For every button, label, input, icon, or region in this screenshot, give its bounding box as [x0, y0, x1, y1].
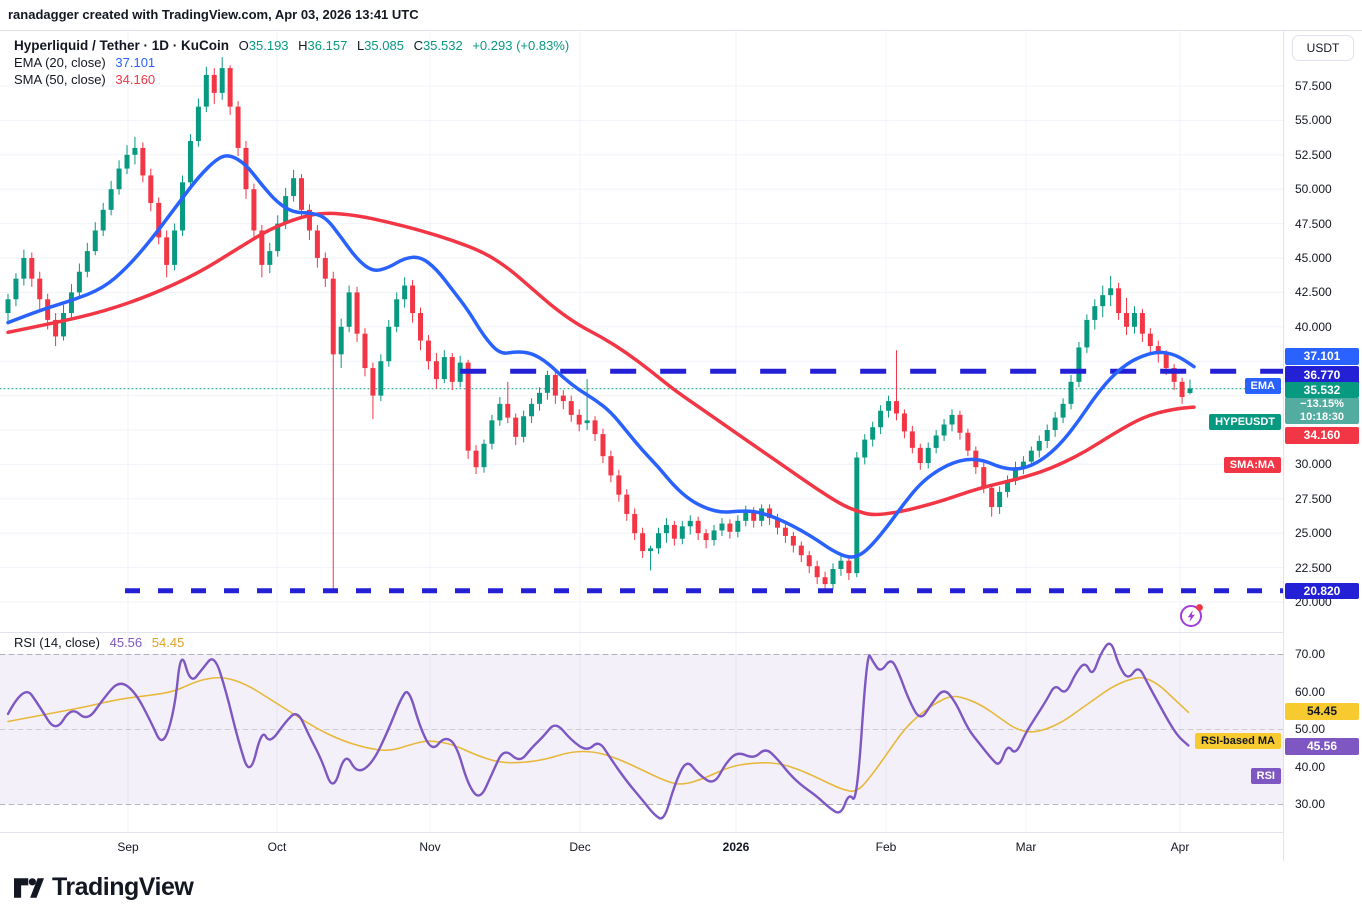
- rsi-ma-axis-label: RSI-based MA: [1195, 733, 1281, 749]
- time-tick-label: Oct: [267, 840, 287, 854]
- ema-label: EMA (20, close): [14, 55, 106, 70]
- ema-axis-label: EMA: [1244, 378, 1281, 394]
- rsi-tick-label: 60.00: [1295, 684, 1326, 699]
- price-tick-label: 57.500: [1295, 79, 1332, 93]
- ema-legend-row[interactable]: EMA (20, close) 37.101: [14, 54, 569, 71]
- low-label: L: [356, 38, 365, 53]
- rsi-value-badge: 45.56: [1285, 738, 1359, 755]
- price-tick-label: 52.500: [1295, 147, 1332, 162]
- tradingview-logo-text: TradingView: [52, 873, 194, 901]
- time-tick-label: Dec: [569, 840, 591, 854]
- time-tick-label: 2026: [722, 840, 750, 854]
- symbol-title: Hyperliquid / Tether · 1D · KuCoin: [14, 38, 230, 53]
- rsi-tick-label: 50.00: [1295, 722, 1326, 736]
- support-price-badge: 20.820: [1285, 583, 1359, 599]
- sma-price-badge: 34.160: [1285, 427, 1359, 444]
- rsi-ma-value-badge: 54.45: [1285, 703, 1359, 720]
- rsi-tick-label: 30.00: [1295, 797, 1326, 811]
- chart-widget: Hyperliquid / Tether · 1D · KuCoin O35.1…: [0, 30, 1362, 862]
- rsi-legend-row[interactable]: RSI (14, close) 45.56 54.45: [14, 635, 184, 650]
- price-tick-label: 30.000: [1295, 457, 1332, 472]
- ema-price-badge: 37.101: [1285, 348, 1359, 365]
- last-price-value: 35.532: [1303, 383, 1341, 397]
- price-tick-label: 27.500: [1295, 491, 1332, 506]
- price-tick-label: 40.000: [1295, 319, 1332, 334]
- ema-value: 37.101: [115, 55, 156, 70]
- open-value: 35.193: [248, 38, 289, 53]
- chart-canvas[interactable]: [0, 31, 1283, 861]
- price-tick-label: 22.500: [1295, 560, 1332, 575]
- sma-label: SMA (50, close): [14, 72, 106, 87]
- rsi-value: 45.56: [109, 635, 143, 650]
- rsi-tick-label: 70.00: [1295, 647, 1326, 661]
- sma-value: 34.160: [115, 72, 156, 87]
- close-value: 35.532: [422, 38, 463, 53]
- countdown-badge: 10:18:30: [1285, 411, 1359, 424]
- tradingview-logo-icon: [14, 877, 44, 898]
- change-badge: −13.15%: [1285, 398, 1359, 411]
- footer: TradingView: [0, 861, 1362, 919]
- change-value: +0.293 (+0.83%): [472, 38, 570, 53]
- price-tick-label: 50.000: [1295, 182, 1332, 197]
- time-tick-label: Feb: [875, 840, 897, 854]
- low-value: 35.085: [364, 38, 404, 53]
- currency-unit-button[interactable]: USDT: [1292, 35, 1354, 61]
- sma-legend-row[interactable]: SMA (50, close) 34.160: [14, 71, 569, 88]
- high-value: 36.157: [307, 38, 348, 53]
- chart-legend: Hyperliquid / Tether · 1D · KuCoin O35.1…: [14, 37, 569, 88]
- sma-axis-label: SMA:MA: [1223, 457, 1281, 473]
- time-tick-label: Nov: [419, 840, 441, 854]
- price-tick-label: 25.000: [1295, 526, 1332, 541]
- open-label: O: [238, 38, 249, 53]
- tradingview-logo[interactable]: TradingView: [14, 873, 194, 902]
- rsi-tick-label: 40.00: [1295, 759, 1326, 774]
- time-tick-label: Sep: [117, 840, 139, 854]
- symbol-legend-row[interactable]: Hyperliquid / Tether · 1D · KuCoin O35.1…: [14, 37, 569, 54]
- rsi-axis-label: RSI: [1250, 768, 1281, 784]
- close-label: C: [413, 38, 423, 53]
- attribution-text: ranadagger created with TradingView.com,…: [8, 7, 419, 22]
- rsi-label: RSI (14, close): [14, 635, 100, 650]
- high-label: H: [298, 38, 308, 53]
- resistance-price-badge: 36.770: [1285, 366, 1359, 384]
- price-tick-label: 45.000: [1295, 251, 1332, 265]
- price-tick-label: 42.500: [1295, 285, 1332, 300]
- rsi-ma-value: 54.45: [151, 635, 185, 650]
- price-scale[interactable]: USDT 57.500 55.000 52.500 50.000 47.500 45.00…: [1283, 31, 1362, 861]
- last-price-badge: 35.532 −13.15% 10:18:30: [1285, 382, 1359, 424]
- symbol-axis-label: HYPEUSDT: [1209, 414, 1281, 430]
- price-tick-label: 47.500: [1295, 216, 1332, 231]
- time-tick-label: Mar: [1015, 840, 1037, 854]
- price-tick-label: 55.000: [1295, 113, 1332, 128]
- time-tick-label: Apr: [1170, 840, 1190, 854]
- flash-icon[interactable]: [1178, 602, 1206, 630]
